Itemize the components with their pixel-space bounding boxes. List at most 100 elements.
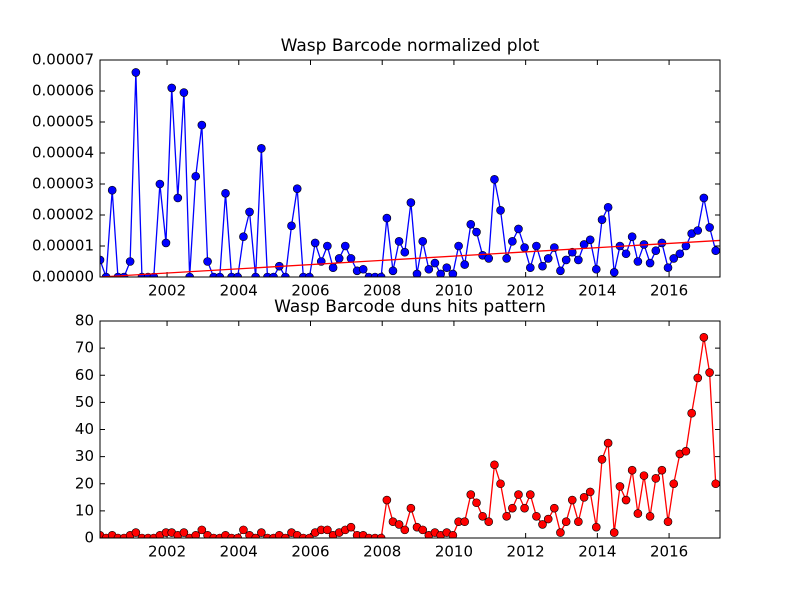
data-point bbox=[514, 490, 523, 499]
y-tick-label: 0.00007 bbox=[32, 51, 94, 69]
data-point bbox=[699, 193, 709, 203]
y-tick-label: 40 bbox=[75, 420, 94, 438]
data-point bbox=[490, 175, 499, 184]
data-point bbox=[340, 241, 350, 251]
data-point bbox=[561, 255, 571, 265]
data-point bbox=[705, 223, 714, 232]
y-tick-label: 0.00005 bbox=[32, 113, 94, 131]
data-point bbox=[526, 490, 535, 499]
data-point bbox=[245, 207, 254, 217]
data-point bbox=[603, 202, 613, 212]
x-tick-label: 2004 bbox=[220, 543, 258, 561]
x-tick-label: 2014 bbox=[578, 543, 616, 561]
y-tick-label: 50 bbox=[75, 393, 94, 411]
data-point bbox=[496, 206, 505, 215]
data-point bbox=[460, 517, 469, 527]
data-point bbox=[436, 269, 445, 277]
data-point bbox=[502, 511, 511, 521]
y-tick-label: 30 bbox=[75, 447, 94, 465]
data-point bbox=[305, 272, 314, 277]
data-point bbox=[221, 189, 230, 198]
data-point bbox=[155, 179, 165, 189]
data-point bbox=[597, 215, 607, 224]
data-point bbox=[466, 220, 476, 229]
data-point bbox=[567, 247, 577, 257]
data-point bbox=[556, 528, 565, 537]
data-point bbox=[508, 503, 517, 513]
data-point bbox=[585, 487, 595, 497]
data-point bbox=[418, 237, 428, 246]
y-tick-label: 60 bbox=[75, 366, 94, 384]
y-tick-label: 10 bbox=[75, 501, 94, 519]
data-point bbox=[657, 238, 667, 248]
data-point bbox=[394, 237, 404, 246]
data-point bbox=[567, 495, 577, 505]
data-point bbox=[323, 525, 332, 535]
data-point bbox=[305, 533, 314, 538]
data-point bbox=[376, 533, 386, 538]
axes-frame bbox=[99, 59, 721, 278]
data-point bbox=[556, 266, 565, 276]
data-point bbox=[663, 517, 673, 527]
data-point bbox=[711, 479, 720, 489]
data-point bbox=[508, 237, 517, 246]
data-point bbox=[484, 517, 494, 527]
data-point bbox=[561, 517, 571, 527]
data-point bbox=[663, 263, 673, 273]
data-point bbox=[687, 408, 696, 418]
data-point bbox=[543, 254, 553, 263]
data-point bbox=[657, 465, 667, 475]
data-point bbox=[412, 269, 422, 277]
data-point bbox=[615, 482, 625, 491]
data-point bbox=[538, 261, 547, 271]
data-point bbox=[574, 255, 583, 265]
data-point bbox=[591, 522, 601, 532]
x-tick-label: 2002 bbox=[148, 543, 186, 561]
data-point bbox=[197, 525, 207, 535]
series-line bbox=[100, 239, 720, 277]
data-point bbox=[191, 530, 201, 538]
data-point bbox=[328, 263, 338, 273]
data-point bbox=[681, 446, 691, 456]
data-point bbox=[621, 495, 631, 505]
data-point bbox=[502, 254, 511, 263]
x-tick-label: 2006 bbox=[291, 282, 329, 300]
data-point bbox=[269, 272, 278, 277]
data-point bbox=[609, 528, 619, 537]
y-tick-label: 0.00003 bbox=[32, 175, 94, 193]
data-point bbox=[526, 263, 535, 273]
data-point bbox=[651, 474, 661, 483]
data-point bbox=[418, 525, 428, 535]
data-point bbox=[323, 241, 332, 251]
x-tick-label: 2006 bbox=[291, 543, 329, 561]
data-point bbox=[376, 272, 386, 277]
data-point bbox=[454, 241, 463, 251]
data-point bbox=[442, 263, 452, 273]
data-point bbox=[645, 511, 655, 521]
y-tick-label: 20 bbox=[75, 474, 94, 492]
data-point bbox=[520, 243, 529, 252]
data-point bbox=[639, 471, 649, 480]
data-point bbox=[484, 254, 494, 263]
data-point bbox=[161, 238, 171, 248]
x-tick-label: 2010 bbox=[435, 543, 473, 561]
data-point bbox=[520, 503, 529, 513]
y-tick-label: 70 bbox=[75, 339, 94, 357]
y-tick-label: 0.00002 bbox=[32, 206, 94, 224]
data-point bbox=[633, 509, 643, 518]
data-point bbox=[191, 171, 201, 181]
data-point bbox=[251, 272, 260, 277]
data-point bbox=[669, 479, 679, 489]
data-point bbox=[281, 533, 290, 538]
data-point bbox=[197, 120, 207, 130]
data-point bbox=[675, 249, 685, 259]
data-point bbox=[693, 226, 703, 235]
x-tick-label: 2008 bbox=[363, 282, 401, 300]
data-point bbox=[281, 272, 290, 277]
x-tick-label: 2012 bbox=[507, 543, 545, 561]
data-point bbox=[131, 68, 141, 77]
data-point bbox=[496, 479, 505, 489]
y-tick-label: 0.00004 bbox=[32, 144, 94, 162]
data-point bbox=[532, 511, 541, 521]
